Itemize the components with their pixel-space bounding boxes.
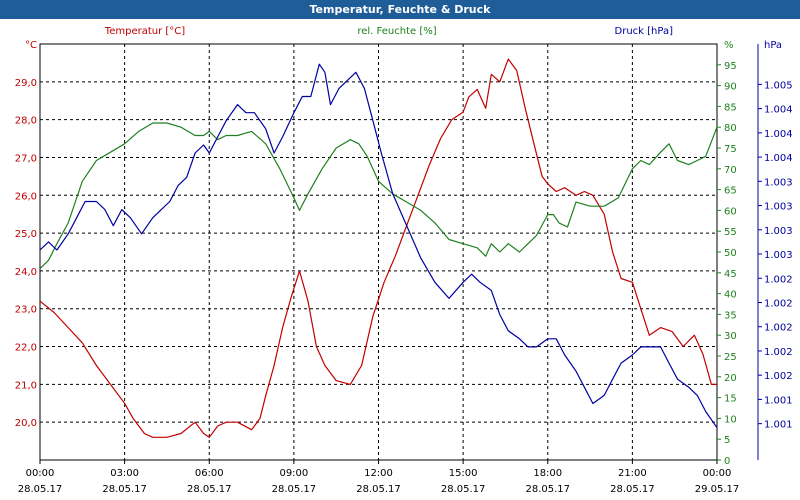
- window-title: Temperatur, Feuchte & Druck: [0, 0, 800, 19]
- x-tick-date-label: 28.05.17: [610, 484, 655, 495]
- x-tick-date-label: 28.05.17: [187, 484, 232, 495]
- pressure-tick-label: 1.002: [764, 274, 793, 285]
- pressure-tick-label: 1.005: [764, 80, 793, 91]
- humidity-tick-label: 15: [724, 394, 737, 405]
- temperature-tick-label: 29,0: [15, 78, 37, 89]
- pressure-tick-label: 1.003: [764, 177, 793, 188]
- label-layer: °C% hPa Temperatur [°C] rel. Feuchte [%] Dru…: [25, 26, 782, 51]
- humidity-tick-label: 60: [724, 206, 737, 217]
- x-tick-time-label: 12:00: [364, 468, 393, 479]
- humidity-tick-label: 80: [724, 123, 737, 134]
- humidity-tick-label: 50: [724, 248, 737, 259]
- x-tick-date-label: 28.05.17: [272, 484, 317, 495]
- pressure-tick-label: 1.004: [764, 153, 793, 164]
- pressure-tick-label: 1.002: [764, 298, 793, 309]
- x-tick-time-label: 03:00: [110, 468, 139, 479]
- pressure-axis-title: Druck [hPa]: [615, 26, 674, 37]
- pressure-tick-label: 1.003: [764, 226, 793, 237]
- humidity-unit-label: %: [724, 40, 734, 51]
- humidity-tick-label: 10: [724, 414, 737, 425]
- chart: 00:00 28.05.17 03:00 28.05.17 06:00 28.05.17 0…: [0, 19, 800, 500]
- temperature-tick-label: 27,0: [15, 153, 37, 164]
- x-tick-time-label: 09:00: [279, 468, 308, 479]
- temperature-tick-label: 20,0: [15, 418, 37, 429]
- humidity-tick-label: 65: [724, 186, 737, 197]
- temperature-tick-label: 24,0: [15, 267, 37, 278]
- pressure-tick-label: 1.004: [764, 105, 793, 116]
- x-tick-date-label: 28.05.17: [525, 484, 570, 495]
- series-layer: [39, 58, 718, 438]
- pressure-tick-label: 1.003: [764, 250, 793, 261]
- grid: [40, 44, 717, 460]
- humidity-axis-title: rel. Feuchte [%]: [357, 26, 436, 37]
- x-tick-date-label: 28.05.17: [102, 484, 147, 495]
- humidity-tick-label: 90: [724, 82, 737, 93]
- temperature-axis-title: Temperatur [°C]: [104, 26, 185, 37]
- humidity-tick-label: 30: [724, 331, 737, 342]
- humidity-tick-label: 95: [724, 61, 737, 72]
- x-tick-date-label: 29.05.17: [695, 484, 740, 495]
- humidity-tick-label: 25: [724, 352, 737, 363]
- pressure-tick-label: 1.003: [764, 202, 793, 213]
- pressure-tick-label: 1.001: [764, 420, 793, 431]
- temperature-unit-label: °C: [25, 40, 37, 51]
- x-tick-time-label: 06:00: [195, 468, 224, 479]
- humidity-tick-label: 55: [724, 227, 737, 238]
- temperature-tick-label: 22,0: [15, 343, 37, 354]
- humidity-tick-label: 5: [724, 435, 730, 446]
- humidity-tick-label: 40: [724, 290, 737, 301]
- temperature-tick-label: 23,0: [15, 305, 37, 316]
- pressure-tick-label: 1.002: [764, 347, 793, 358]
- temperature-tick-label: 25,0: [15, 229, 37, 240]
- temperature-tick-label: 26,0: [15, 191, 37, 202]
- x-tick-time-label: 18:00: [533, 468, 562, 479]
- temperature-tick-label: 21,0: [15, 380, 37, 391]
- humidity-tick-label: 75: [724, 144, 737, 155]
- humidity-tick-label: 35: [724, 310, 737, 321]
- pressure-tick-label: 1.004: [764, 129, 793, 140]
- pressure-unit-label: hPa: [764, 40, 782, 51]
- pressure-tick-label: 1.002: [764, 323, 793, 334]
- x-tick-time-label: 15:00: [449, 468, 478, 479]
- x-tick-date-label: 28.05.17: [356, 484, 401, 495]
- pressure-series-line: [39, 63, 718, 429]
- x-tick-date-label: 28.05.17: [441, 484, 486, 495]
- humidity-tick-label: 70: [724, 165, 737, 176]
- pressure-tick-label: 1.001: [764, 395, 793, 406]
- chart-background: [0, 19, 800, 500]
- x-tick-time-label: 00:00: [26, 468, 55, 479]
- humidity-tick-label: 85: [724, 102, 737, 113]
- humidity-tick-label: 0: [724, 456, 730, 467]
- humidity-tick-label: 45: [724, 269, 737, 280]
- temperature-tick-label: 28,0: [15, 116, 37, 127]
- humidity-series-line: [39, 122, 718, 270]
- x-tick-date-label: 28.05.17: [18, 484, 63, 495]
- pressure-tick-label: 1.002: [764, 371, 793, 382]
- tick-layer: 00:00 28.05.17 03:00 28.05.17 06:00 28.05.17 0…: [15, 44, 793, 495]
- x-tick-time-label: 00:00: [703, 468, 732, 479]
- humidity-tick-label: 20: [724, 373, 737, 384]
- x-tick-time-label: 21:00: [618, 468, 647, 479]
